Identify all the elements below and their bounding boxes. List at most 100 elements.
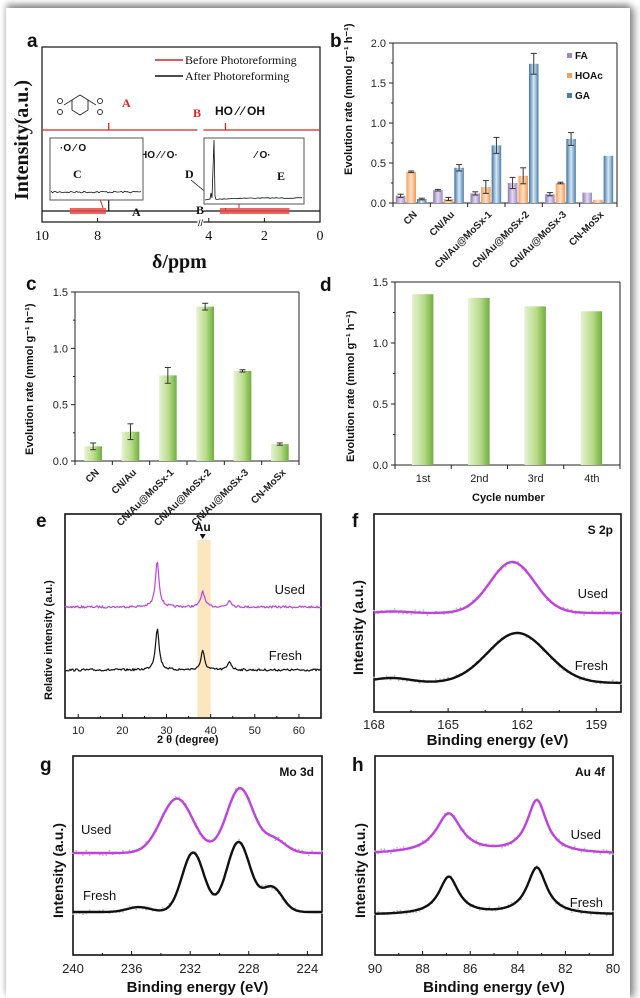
- bar-fa: [470, 193, 481, 203]
- raw-data-point: [478, 909, 481, 911]
- x-tick-label: 8: [94, 229, 101, 244]
- y-axis-label: Intensity (a.u.): [50, 823, 66, 918]
- x-tick-label: 86: [463, 961, 477, 976]
- raw-data-point: [414, 609, 417, 612]
- bar-evolution-rate: [524, 306, 546, 465]
- series-fresh-line: [64, 628, 322, 672]
- spectrum-title: S 2p: [588, 523, 613, 537]
- raw-data-point: [121, 911, 124, 913]
- plot-frame: [64, 513, 322, 719]
- raw-data-point: [397, 679, 400, 682]
- raw-data-point: [611, 679, 614, 682]
- x-tick-label: 162: [511, 717, 533, 732]
- legend-swatch-fa: [567, 53, 572, 58]
- raw-data-point: [612, 910, 614, 913]
- series-used-line: [373, 560, 621, 615]
- raw-data-point: [577, 907, 579, 910]
- series-label-fresh: Fresh: [269, 648, 302, 663]
- raw-data-point: [570, 911, 573, 914]
- bar-evolution-rate: [233, 370, 252, 461]
- raw-data-point: [98, 853, 101, 856]
- panel-g-xps-mo3d: g 240 236 232 228 224 Mo 3d Binding energy (eV…: [40, 755, 323, 996]
- peak-label-C: C: [73, 167, 82, 181]
- raw-data-point: [85, 849, 88, 852]
- raw-data-point: [238, 838, 240, 841]
- panel-f-xps-s2p: f 168 165 162 159 S 2p Binding energy (eV) Use…: [350, 511, 622, 749]
- x-tick-label: 10: [72, 725, 84, 737]
- zoom-range-highlight: [219, 208, 290, 214]
- bar-hoac: [518, 175, 528, 203]
- y-tick-label: 0.0: [371, 198, 386, 210]
- raw-data-point: [602, 848, 605, 851]
- x-axis-label: Cycle number: [472, 492, 545, 504]
- x-tick-label: 4: [205, 229, 212, 244]
- x-tick-label: 240: [62, 961, 84, 976]
- panel-label-h: h: [352, 755, 364, 776]
- panel-label-c: c: [26, 274, 37, 295]
- raw-data-point: [128, 849, 131, 852]
- legend-label-before: Before Photoreforming: [185, 53, 297, 67]
- raw-data-point: [389, 678, 392, 681]
- axis-break: [197, 220, 204, 225]
- bar-ga: [416, 199, 427, 203]
- ethylene-glycol-structure: HO ⁄ ⁄ OH: [215, 104, 265, 118]
- raw-data-point: [294, 907, 297, 909]
- x-tick-label: 10: [35, 229, 49, 244]
- bar-hoac: [593, 199, 603, 203]
- x-tick-label: CN/Au: [110, 467, 139, 496]
- series-used-line: [375, 798, 614, 854]
- raw-data-point: [88, 854, 91, 857]
- series-fresh-line: [73, 840, 322, 914]
- y-tick-label: 0.5: [373, 399, 388, 411]
- raw-data-point: [264, 884, 267, 886]
- raw-data-point: [121, 849, 124, 852]
- raw-data-point: [422, 609, 425, 612]
- bar-fa: [507, 183, 518, 203]
- raw-data-point: [271, 887, 274, 890]
- raw-data-point: [583, 614, 585, 617]
- x-tick-label: 4th: [584, 473, 599, 485]
- x-tick-label: 228: [238, 961, 260, 976]
- raw-data-point: [589, 913, 592, 916]
- raw-data-point: [605, 849, 608, 852]
- raw-data-point: [608, 853, 611, 855]
- raw-data-point: [443, 677, 445, 680]
- raw-data-point: [447, 676, 449, 679]
- legend-label-after: After Photoreforming: [185, 69, 289, 83]
- bar-hoac: [555, 183, 566, 203]
- raw-data-point: [108, 849, 111, 852]
- raw-data-point: [415, 911, 418, 914]
- raw-data-point: [321, 850, 323, 852]
- bar-evolution-rate: [196, 306, 214, 461]
- legend-label-fa: FA: [575, 51, 588, 62]
- raw-data-point: [373, 676, 375, 679]
- raw-data-point: [274, 839, 277, 841]
- bar-ga: [454, 167, 464, 203]
- raw-data-point: [307, 854, 310, 857]
- y-tick-label: 1.5: [373, 277, 388, 289]
- peak-label-B-before: B: [193, 106, 201, 120]
- legend: Before Photoreforming After Photoreformi…: [155, 53, 297, 83]
- y-tick-label: 0.0: [53, 456, 68, 468]
- peak-label-A-after: A: [132, 205, 141, 219]
- bar-evolution-rate: [580, 311, 603, 465]
- au-highlight-band: [197, 540, 211, 717]
- raw-data-point: [390, 852, 392, 855]
- inset-right: [203, 137, 305, 205]
- plot-frame: [374, 755, 614, 956]
- raw-data-point: [105, 854, 108, 856]
- y-tick-label: 1.0: [53, 343, 68, 355]
- y-axis-label: Intensity(a.u.): [11, 80, 33, 200]
- x-tick-label: 165: [437, 717, 459, 732]
- series-used-line: [73, 787, 322, 855]
- formate-structure: ·O ⁄ O: [60, 143, 86, 154]
- y-axis-label: Evolution rate (mmol g⁻¹ h⁻¹): [345, 310, 357, 462]
- inset-left: [49, 137, 144, 201]
- raw-data-point: [102, 909, 104, 912]
- x-tick-label: CN: [84, 467, 102, 485]
- y-tick-label: 1.5: [53, 287, 68, 299]
- x-axis-label: Binding energy (eV): [427, 732, 569, 749]
- bar-fa: [433, 190, 443, 203]
- raw-data-point: [393, 608, 396, 610]
- legend: FA HOAc GA: [567, 51, 603, 102]
